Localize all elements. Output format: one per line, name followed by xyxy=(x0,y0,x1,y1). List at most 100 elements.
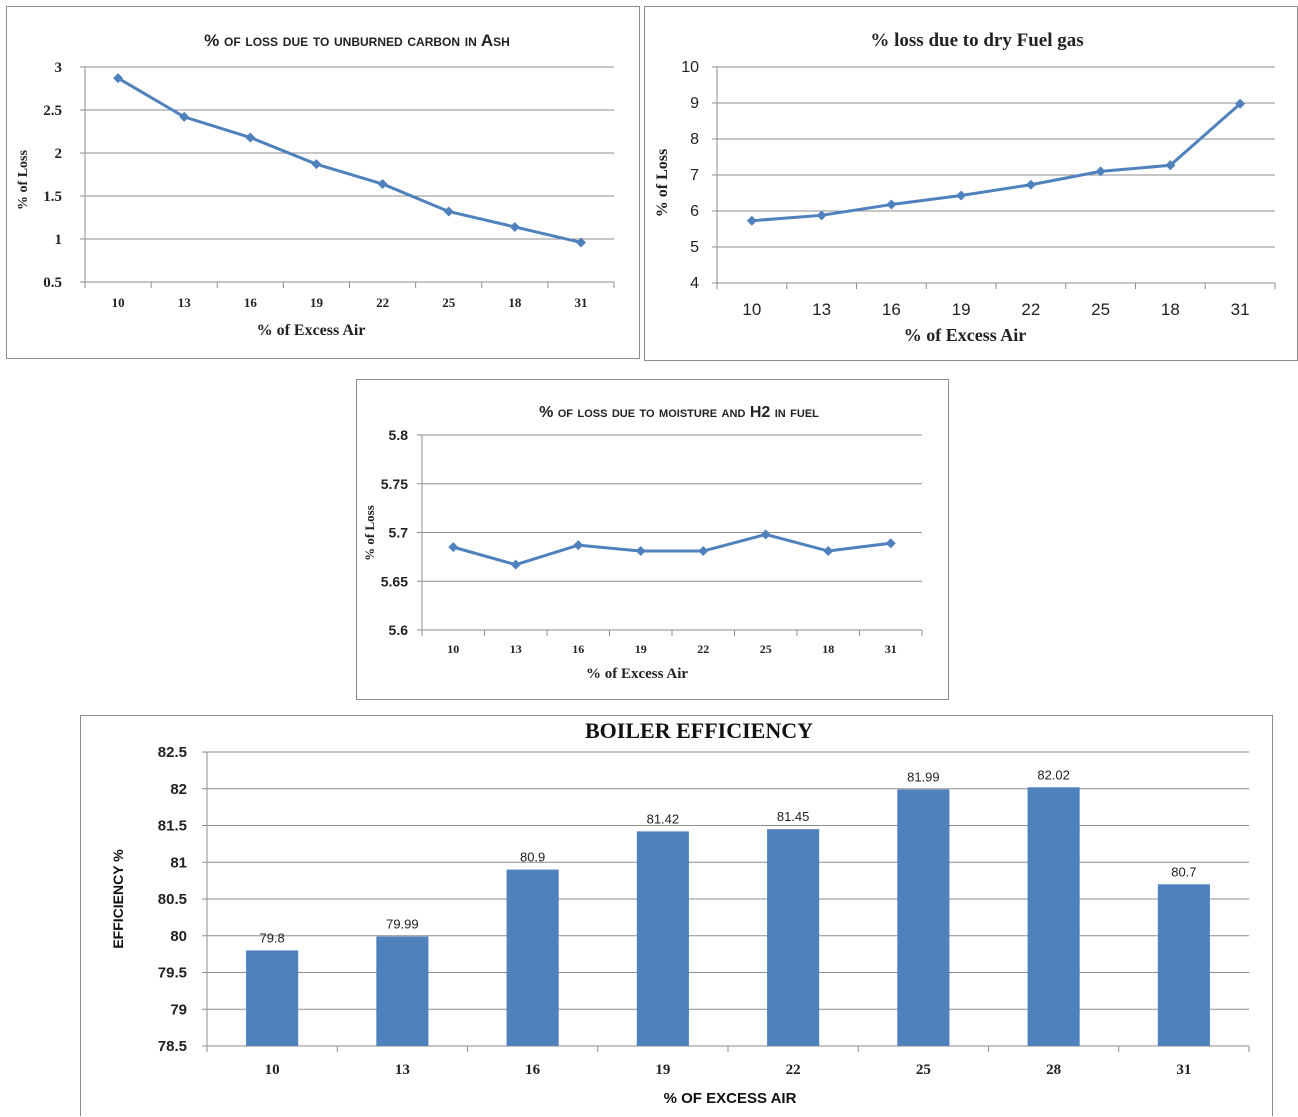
data-point xyxy=(179,111,190,122)
y-tick-label: 2.5 xyxy=(43,103,62,119)
data-point xyxy=(816,210,827,221)
data-point xyxy=(510,559,521,570)
data-point xyxy=(1025,179,1036,190)
data-point xyxy=(448,542,459,553)
bar xyxy=(506,869,559,1046)
y-tick-label: 6 xyxy=(690,203,699,220)
y-tick-label: 5.7 xyxy=(389,525,409,541)
data-point xyxy=(575,237,586,248)
plot-area: 5.6 5.65 5.7 5.75 5.8 10 13 16 19 22 25 18 31 xyxy=(381,427,923,656)
data-label: 81.45 xyxy=(777,809,810,824)
chart-dryfuel-svg: % loss due to dry Fuel gas % of Loss % o… xyxy=(654,30,1276,345)
chart-carbon-svg: % of loss due to unburned carbon in Ash … xyxy=(16,31,615,339)
data-label: 80.7 xyxy=(1171,864,1196,879)
x-tick-label: 10 xyxy=(265,1062,280,1078)
data-point xyxy=(113,73,124,84)
data-label: 80.9 xyxy=(520,850,545,865)
data-label: 79.8 xyxy=(259,930,284,945)
y-tick-label: 5.6 xyxy=(389,622,409,638)
plot-area: 78.5 79 79.5 80 80.5 81 81.5 82 82.5 10 13 16 19 22 25… xyxy=(158,744,1250,1078)
x-tick-label: 18 xyxy=(508,295,522,310)
data-point xyxy=(698,546,709,557)
x-tick-label: 18 xyxy=(822,642,834,656)
y-tick-label: 79.5 xyxy=(158,965,187,982)
chart-panel-boiler: BOILER EFFICIENCY EFFICIENCY % % OF EXCE… xyxy=(80,715,1273,1116)
x-tick-label: 10 xyxy=(112,295,125,310)
y-tick-label: 5.8 xyxy=(389,427,409,443)
chart-panel-moisture: % of loss due to moisture and H2 in fuel… xyxy=(356,379,949,700)
x-tick-label: 13 xyxy=(178,295,192,310)
data-point xyxy=(885,538,896,549)
chart-title: BOILER EFFICIENCY xyxy=(585,718,813,743)
x-tick-label: 16 xyxy=(882,300,901,319)
y-tick-label: 82 xyxy=(170,781,187,798)
chart-title: % of loss due to moisture and H2 in fuel xyxy=(539,404,819,421)
chart-title: % loss due to dry Fuel gas xyxy=(870,30,1083,51)
data-point xyxy=(760,529,771,540)
x-axis-label: % OF EXCESS AIR xyxy=(664,1090,797,1107)
bar xyxy=(376,936,429,1046)
data-point xyxy=(245,132,256,143)
y-axis-label: % of Loss xyxy=(654,149,671,217)
x-tick-label: 25 xyxy=(1091,300,1110,319)
y-tick-label: 7 xyxy=(690,167,699,184)
data-point xyxy=(635,546,646,557)
data-point xyxy=(377,178,388,189)
x-tick-label: 19 xyxy=(635,642,647,656)
x-tick-label: 25 xyxy=(760,642,772,656)
y-tick-label: 81 xyxy=(170,854,187,871)
x-tick-label: 10 xyxy=(447,642,459,656)
x-tick-label: 25 xyxy=(916,1062,931,1078)
x-tick-label: 13 xyxy=(395,1062,410,1078)
x-tick-label: 28 xyxy=(1046,1062,1061,1078)
chart-title: % of loss due to unburned carbon in Ash xyxy=(204,31,510,50)
data-label: 81.99 xyxy=(907,769,940,784)
data-point xyxy=(573,540,584,551)
plot-area: 0.5 1 1.5 2 2.5 3 10 13 16 19 22 25 18 31 xyxy=(43,60,615,310)
y-tick-label: 81.5 xyxy=(158,818,187,835)
x-tick-label: 13 xyxy=(510,642,522,656)
x-tick-label: 22 xyxy=(786,1062,801,1078)
x-tick-label: 22 xyxy=(1021,300,1040,319)
x-tick-label: 16 xyxy=(244,295,258,310)
y-tick-label: 4 xyxy=(690,275,699,292)
y-tick-label: 82.5 xyxy=(158,744,187,761)
chart-boiler-svg: BOILER EFFICIENCY EFFICIENCY % % OF EXCE… xyxy=(110,718,1250,1107)
y-tick-label: 80.5 xyxy=(158,891,187,908)
bar xyxy=(246,950,299,1046)
bar xyxy=(767,829,820,1046)
y-tick-label: 78.5 xyxy=(158,1038,187,1055)
x-tick-label: 31 xyxy=(574,295,587,310)
data-point xyxy=(311,159,322,170)
x-axis-label: % of Excess Air xyxy=(586,666,688,682)
y-tick-label: 1 xyxy=(55,232,63,248)
y-tick-label: 0.5 xyxy=(43,275,62,291)
y-axis-label: % of Loss xyxy=(362,505,377,561)
x-tick-label: 31 xyxy=(1231,300,1250,319)
x-tick-label: 19 xyxy=(310,295,324,310)
x-tick-label: 18 xyxy=(1161,300,1180,319)
y-tick-label: 5 xyxy=(690,239,699,256)
chart-panel-carbon: % of loss due to unburned carbon in Ash … xyxy=(6,6,640,359)
plot-area: 4 5 6 7 8 9 10 10 13 16 19 22 25 18 31 xyxy=(681,59,1276,319)
x-tick-label: 10 xyxy=(742,300,761,319)
x-tick-label: 16 xyxy=(525,1062,541,1078)
x-tick-label: 16 xyxy=(572,642,584,656)
data-point xyxy=(886,199,897,210)
y-tick-label: 1.5 xyxy=(43,189,62,205)
x-tick-label: 13 xyxy=(812,300,831,319)
y-tick-label: 79 xyxy=(170,1001,187,1018)
bar xyxy=(636,831,689,1046)
x-tick-label: 31 xyxy=(885,642,897,656)
y-tick-label: 5.75 xyxy=(381,476,408,492)
bar xyxy=(897,789,950,1046)
x-tick-label: 25 xyxy=(442,295,456,310)
data-point xyxy=(823,546,834,557)
chart-panel-dryfuel: % loss due to dry Fuel gas % of Loss % o… xyxy=(644,6,1298,361)
y-tick-label: 9 xyxy=(690,95,699,112)
data-point xyxy=(1235,98,1246,109)
data-point xyxy=(509,221,520,232)
data-label: 79.99 xyxy=(386,916,419,931)
data-point xyxy=(746,215,757,226)
series-line xyxy=(452,532,891,567)
